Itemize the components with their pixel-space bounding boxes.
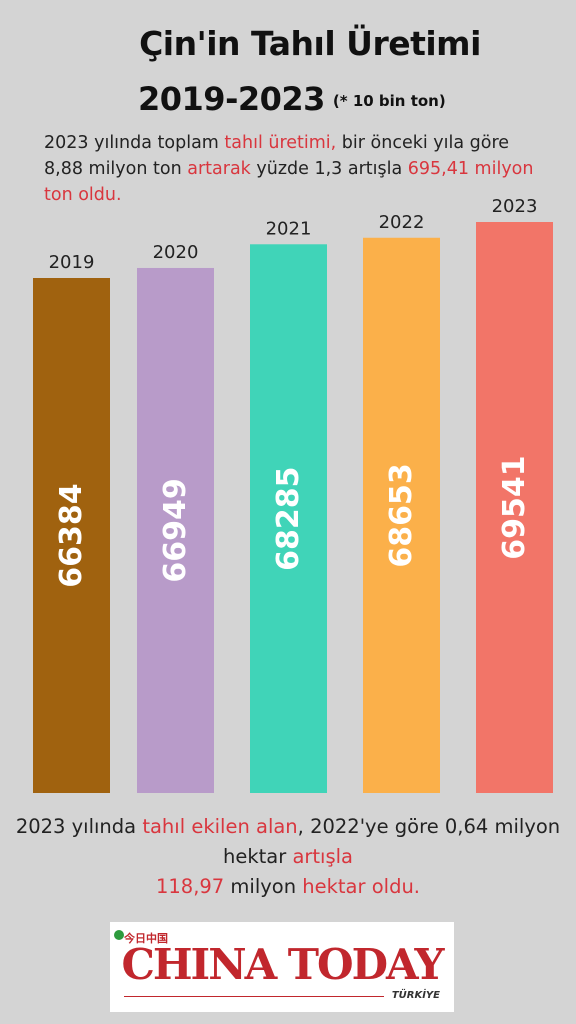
intro-highlight: artarak xyxy=(187,159,251,179)
bar-2019 xyxy=(33,278,110,793)
bar-2022 xyxy=(363,237,440,794)
footer-line-2: hektar artışla xyxy=(0,842,576,872)
logo-divider xyxy=(124,996,384,997)
unit-note: (* 10 bin ton) xyxy=(332,92,446,110)
page-title: Çin'in Tahıl Üretimi xyxy=(139,24,481,63)
category-label: 2022 xyxy=(379,212,425,233)
intro-highlight: tahıl üretimi, xyxy=(224,133,337,153)
footer-highlight: tahıl ekilen alan xyxy=(142,815,298,838)
intro-highlight: 695,41 milyon ton oldu. xyxy=(44,159,534,205)
logo-chinese: 今日中国 xyxy=(124,932,168,945)
footer-highlight: 118,97 xyxy=(155,875,225,898)
value-label: 68285 xyxy=(271,466,306,570)
footer-part: milyon xyxy=(224,875,303,898)
value-label: 66949 xyxy=(158,478,193,582)
category-label: 2019 xyxy=(49,252,95,273)
logo-sub: TÜRKİYE xyxy=(391,990,440,1001)
logo-main: CHINA TODAY xyxy=(121,940,444,989)
footer-highlight: hektar oldu. xyxy=(302,875,421,898)
intro-part: 2023 yılında toplam xyxy=(44,133,225,153)
intro-text: 2023 yılında toplam tahıl üretimi, bir ö… xyxy=(44,130,544,208)
footer-text: 2023 yılında tahıl ekilen alan, 2022'ye … xyxy=(0,812,576,902)
footer-highlight: artışla xyxy=(286,845,354,868)
value-label: 68653 xyxy=(384,463,419,567)
footer-part: hektar xyxy=(222,845,287,868)
category-label: 2020 xyxy=(153,242,199,263)
value-label: 66384 xyxy=(54,483,89,587)
subtitle: 2019-2023 xyxy=(138,80,325,118)
footer-line-1: 2023 yılında tahıl ekilen alan, 2022'ye … xyxy=(0,812,576,842)
category-label: 2021 xyxy=(266,218,312,239)
subtitle-row: 2019-2023 (* 10 bin ton) xyxy=(138,80,446,118)
bar-2021 xyxy=(250,244,327,794)
category-label: 2023 xyxy=(492,196,538,217)
intro-part: bir önceki yıla göre 8,88 milyon ton xyxy=(44,133,510,179)
china-today-logo: 今日中国 CHINA TODAY TÜRKİYE xyxy=(110,922,454,1012)
value-label: 69541 xyxy=(497,455,532,559)
bar-2020 xyxy=(137,267,214,794)
bar-2023 xyxy=(476,222,553,793)
footer-part: , 2022'ye göre 0,64 milyon xyxy=(297,815,561,838)
leaf-icon xyxy=(114,930,124,940)
footer-part: 2023 yılında xyxy=(15,815,143,838)
footer-line-3: 118,97 milyon hektar oldu. xyxy=(0,872,576,902)
intro-part: yüzde 1,3 artışla xyxy=(250,159,408,179)
